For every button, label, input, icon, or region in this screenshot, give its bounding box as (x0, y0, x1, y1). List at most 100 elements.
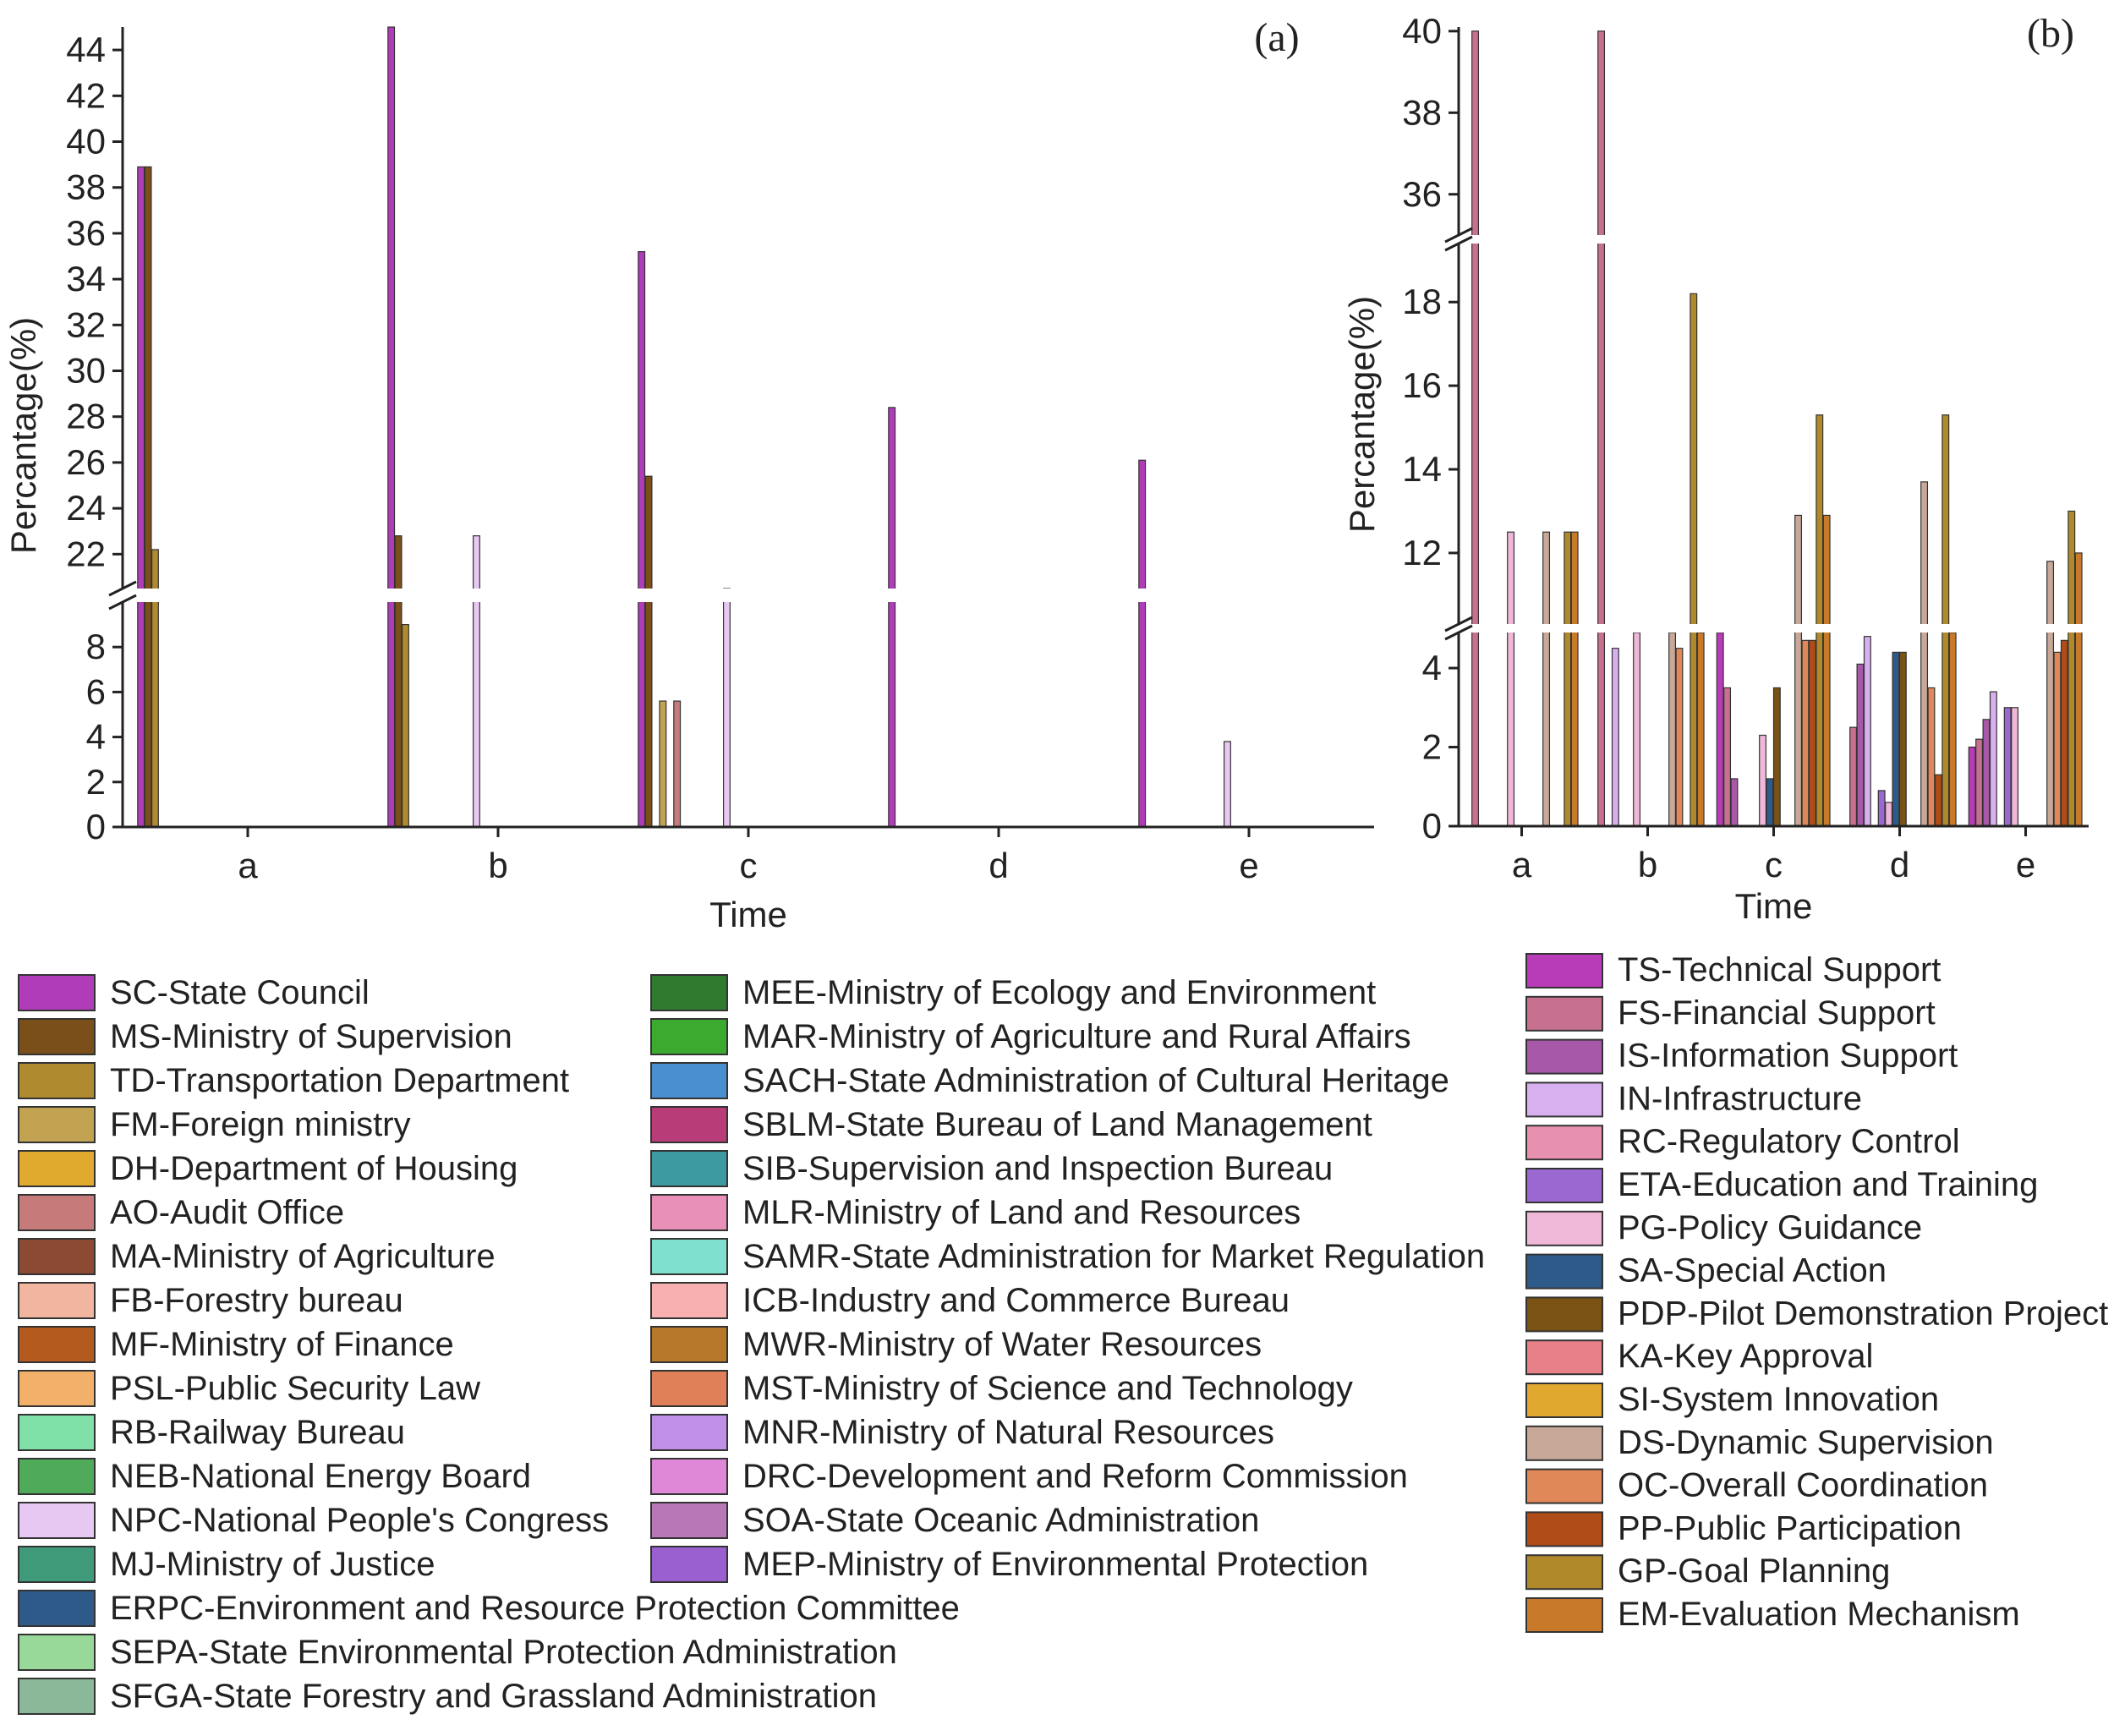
legend-swatch-fs (1525, 995, 1603, 1032)
bar-oc-b (1675, 648, 1684, 827)
legend-item-fm: FM-Foreign ministry (18, 1106, 411, 1143)
x-tick-label-c: c (740, 846, 758, 885)
bar-ts-c (1716, 632, 1724, 827)
bar-em-c (1822, 514, 1831, 827)
y-tick-label: 38 (66, 167, 106, 207)
legend-label-soa: SOA-State Oceanic Administration (742, 1502, 1259, 1539)
legend-panel-a: SC-State Council MS-Ministry of Supervisi… (18, 974, 1485, 1715)
legend-item-sblm: SBLM-State Bureau of Land Management (650, 1106, 1372, 1143)
legend-swatch-mwr (650, 1326, 728, 1363)
y-axis-title: Percantage(%) (3, 317, 43, 554)
legend-item-si: SI-System Innovation (1525, 1381, 1939, 1418)
bars-b (1471, 30, 2083, 827)
bar-pg-e (2011, 707, 2019, 827)
legend-item-pg: PG-Policy Guidance (1525, 1209, 1922, 1246)
legend-label-rc: RC-Regulatory Control (1618, 1123, 1960, 1160)
bar-pp-d (1934, 774, 1942, 827)
legend-item-pdp: PDP-Pilot Demonstration Project (1525, 1295, 2108, 1333)
bar-pg-b (1633, 632, 1641, 827)
legend-item-mnr: MNR-Ministry of Natural Resources (650, 1414, 1274, 1451)
legend-swatch-rb (18, 1414, 96, 1451)
legend-swatch-rc (1525, 1125, 1603, 1161)
legend-swatch-pp (1525, 1511, 1603, 1547)
y-tick-label: 4 (86, 717, 106, 757)
legend-swatch-si (1525, 1383, 1603, 1418)
y-tick-label: 0 (86, 807, 106, 846)
bar-gp-c (1816, 414, 1824, 827)
legend-item-ds: DS-Dynamic Supervision (1525, 1424, 1994, 1461)
x-tick-label-d: d (1890, 845, 1909, 884)
legend-swatch-mf (18, 1326, 96, 1363)
bar-em-e (2074, 552, 2083, 827)
legend-label-ao: AO-Audit Office (110, 1194, 344, 1231)
y-tick-label: 32 (66, 304, 106, 344)
bar-sc-b (387, 26, 396, 828)
legend-swatch-npc (18, 1502, 96, 1539)
legend-label-fs: FS-Financial Support (1618, 994, 1936, 1032)
legend-swatch-pg (1525, 1210, 1603, 1246)
y-tick-label: 2 (86, 762, 106, 802)
y-tick-label: 30 (66, 351, 106, 391)
legend-label-sib: SIB-Supervision and Inspection Bureau (742, 1150, 1333, 1187)
panel-b: 0 2 4 12 14 16 18 36 38 40 a b c d e Time Percantage(%) (… (1342, 11, 2097, 926)
legend-swatch-mlr (650, 1194, 728, 1231)
legend-swatch-ds (1525, 1425, 1603, 1461)
legend-item-icb: ICB-Industry and Commerce Bureau (650, 1282, 1290, 1319)
legend-swatch-sach (650, 1062, 728, 1099)
legend-swatch-eta (1525, 1168, 1603, 1203)
axis-break-mark (1444, 616, 1473, 633)
y-axis-title: Percantage(%) (1342, 296, 1382, 533)
bar-ts-e (1968, 746, 1976, 827)
bar-em-a (1570, 531, 1579, 827)
legend-item-gp: GP-Goal Planning (1525, 1553, 1890, 1591)
legend-swatch-is (1525, 1038, 1603, 1075)
legend-item-pp: PP-Public Participation (1525, 1509, 1962, 1547)
legend-swatch-oc (1525, 1468, 1603, 1504)
bar-ds-a (1542, 531, 1551, 827)
x-tick-label-a: a (1512, 845, 1532, 884)
legend-label-sepa: SEPA-State Environmental Protection Admi… (110, 1634, 897, 1671)
legend-label-sach: SACH-State Administration of Cultural He… (742, 1062, 1449, 1099)
bar-sc-c (638, 251, 646, 828)
legend-item-mj: MJ-Ministry of Justice (18, 1546, 435, 1583)
legend-label-mar: MAR-Ministry of Agriculture and Rural Af… (742, 1018, 1411, 1055)
bar-gp-a (1564, 531, 1572, 827)
legend-swatch-mar (650, 1018, 728, 1055)
y-tick-label: 44 (66, 30, 106, 69)
x-tick-label-a: a (238, 846, 258, 885)
axis-break-mark (1444, 235, 1473, 252)
legend-swatch-psl (18, 1370, 96, 1407)
legend-label-ds: DS-Dynamic Supervision (1618, 1424, 1994, 1461)
legend-label-ts: TS-Technical Support (1618, 951, 1941, 988)
legend-label-drc: DRC-Development and Reform Commission (742, 1458, 1408, 1495)
legend-item-mep: MEP-Ministry of Environmental Protection (650, 1546, 1368, 1583)
legend-item-sa: SA-Special Action (1525, 1252, 1887, 1290)
bar-sc-e (1138, 459, 1147, 828)
axis-break-mark (108, 580, 137, 597)
legend-label-rb: RB-Railway Bureau (110, 1414, 405, 1451)
legend-item-td: TD-Transportation Department (18, 1062, 569, 1099)
axis-break-mark (108, 594, 137, 611)
bar-fs-d (1849, 726, 1858, 827)
legend-swatch-ms (18, 1018, 96, 1055)
bar-fs-e (1975, 738, 1984, 827)
y-tick-label: 8 (86, 627, 106, 666)
bar-ds-e (2046, 561, 2055, 827)
bar-fs-a (1471, 30, 1480, 827)
legend-swatch-mnr (650, 1414, 728, 1451)
legend-swatch-icb (650, 1282, 728, 1319)
legend-label-pg: PG-Policy Guidance (1618, 1209, 1922, 1246)
bar-npc-e (1223, 741, 1231, 828)
legend-item-mlr: MLR-Ministry of Land and Resources (650, 1194, 1301, 1231)
legend-item-is: IS-Information Support (1525, 1038, 1958, 1075)
bar-pdp-d (1898, 651, 1907, 827)
legend-label-ka: KA-Key Approval (1618, 1338, 1873, 1375)
legend-item-samr: SAMR-State Administration for Market Reg… (650, 1238, 1485, 1275)
legend-label-mee: MEE-Ministry of Ecology and Environment (742, 974, 1376, 1011)
x-axis-title: Time (709, 895, 787, 934)
legend-item-sepa: SEPA-State Environmental Protection Admi… (18, 1634, 897, 1671)
y-tick-label: 22 (66, 534, 106, 573)
bar-gp-d (1941, 414, 1950, 827)
legend-swatch-fm (18, 1106, 96, 1143)
legend-item-mst: MST-Ministry of Science and Technology (650, 1370, 1353, 1407)
